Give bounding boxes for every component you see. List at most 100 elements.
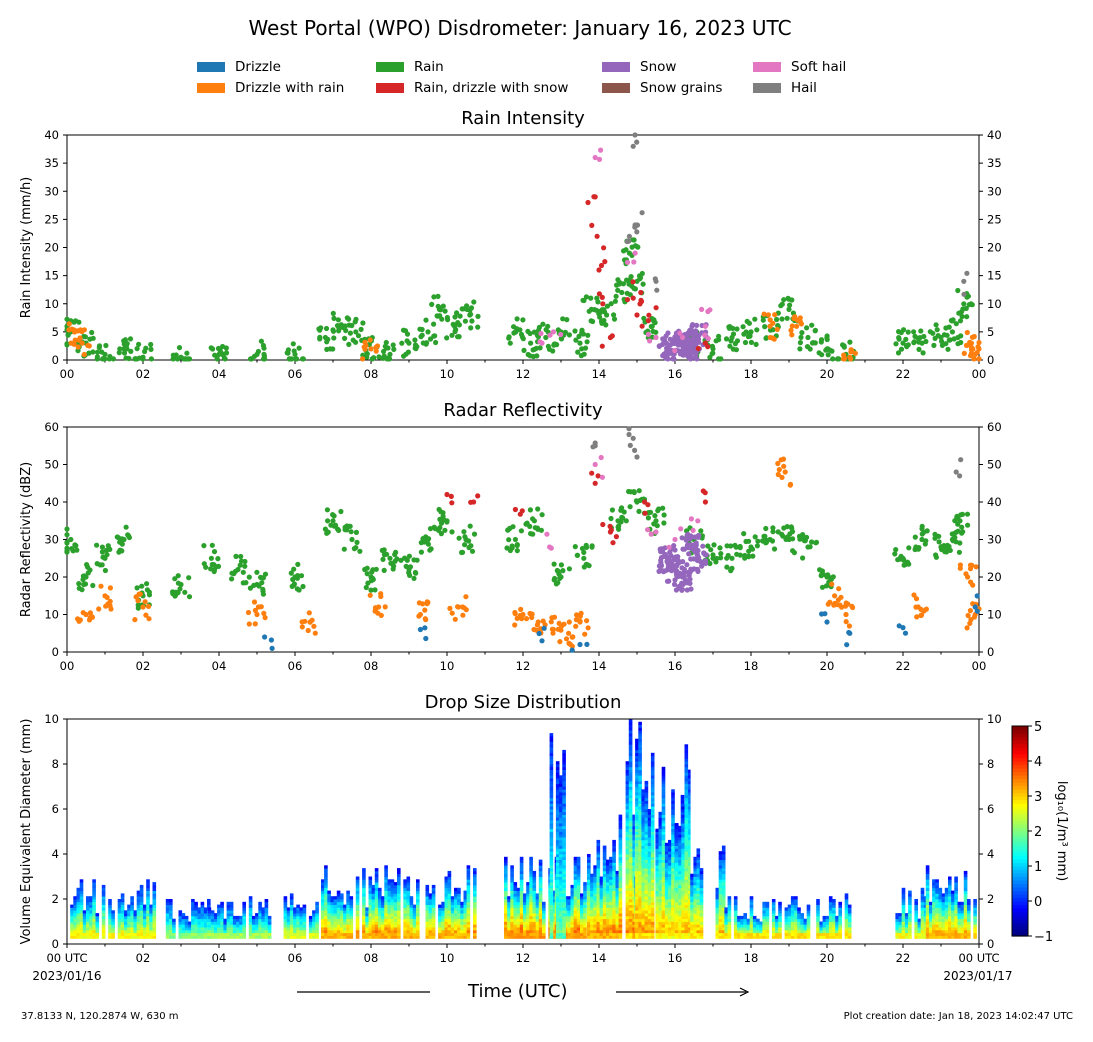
data-point	[220, 352, 226, 358]
y-tick-label: 30	[987, 533, 1002, 547]
data-point	[767, 327, 774, 333]
heatmap-cell	[529, 865, 533, 869]
heatmap-cell	[197, 935, 202, 939]
data-point	[630, 143, 636, 149]
heatmap-cell	[181, 935, 186, 939]
data-point	[958, 457, 964, 463]
heatmap-cell	[76, 921, 81, 925]
heatmap-cell	[606, 870, 610, 875]
heatmap-cell	[362, 921, 366, 925]
heatmap-cell	[618, 831, 623, 835]
data-point	[311, 623, 317, 629]
data-point	[671, 356, 677, 362]
heatmap-cell	[127, 921, 131, 925]
heatmap-cell	[428, 910, 433, 914]
heatmap-cell	[447, 884, 452, 889]
heatmap-cell	[523, 893, 527, 897]
heatmap-cell	[555, 775, 560, 779]
heatmap-cell	[523, 907, 527, 911]
heatmap-cell	[111, 927, 115, 931]
x-tick-label: 00	[60, 367, 75, 381]
heatmap-cell	[612, 935, 616, 939]
heatmap-cell	[596, 856, 601, 860]
heatmap-cell	[538, 868, 543, 872]
heatmap-cell	[519, 856, 524, 860]
heatmap-cell	[289, 927, 294, 931]
heatmap-cell	[593, 921, 597, 925]
heatmap-cell	[573, 862, 578, 866]
data-point	[843, 611, 849, 618]
heatmap-cell	[526, 924, 530, 928]
data-point	[330, 518, 336, 524]
heatmap-cell	[381, 913, 385, 917]
heatmap-cell	[406, 899, 411, 903]
heatmap-cell	[428, 904, 433, 908]
heatmap-cell	[381, 932, 385, 936]
heatmap-cell	[397, 935, 401, 939]
data-point	[579, 545, 586, 552]
heatmap-cell	[549, 761, 554, 765]
data-point	[72, 337, 78, 343]
heatmap-cell	[289, 932, 294, 936]
heatmap-cell	[457, 915, 461, 920]
heatmap-cell	[406, 910, 411, 914]
heatmap-cell	[143, 924, 147, 928]
heatmap-cell	[251, 935, 256, 939]
heatmap-cell	[562, 755, 566, 759]
heatmap-cell	[251, 927, 256, 931]
heatmap-cell	[454, 918, 458, 922]
heatmap-cell	[130, 915, 134, 920]
heatmap-cell	[286, 918, 291, 922]
heatmap-cell	[264, 899, 269, 903]
heatmap-cell	[302, 932, 307, 936]
heatmap-cell	[336, 924, 341, 928]
heatmap-cell	[529, 932, 533, 936]
heatmap-cell	[217, 915, 221, 920]
data-point	[455, 604, 461, 610]
heatmap-cell	[82, 913, 87, 917]
heatmap-cell	[406, 876, 411, 880]
heatmap-cell	[117, 932, 122, 936]
data-point	[512, 611, 518, 617]
data-point	[312, 630, 318, 636]
heatmap-cell	[625, 831, 630, 835]
data-point	[611, 316, 618, 322]
heatmap-cell	[555, 834, 560, 838]
data-point	[449, 610, 455, 616]
data-point	[380, 355, 386, 361]
data-point	[331, 513, 337, 519]
data-point	[948, 317, 955, 324]
heatmap-cell	[264, 913, 269, 917]
data-point	[520, 317, 526, 323]
heatmap-cell	[428, 893, 433, 897]
heatmap-cell	[283, 899, 288, 903]
heatmap-cell	[146, 879, 150, 883]
heatmap-cell	[378, 929, 382, 934]
heatmap-cell	[460, 915, 464, 920]
heatmap-cell	[321, 882, 325, 886]
heatmap-cell	[615, 921, 620, 925]
heatmap-cell	[596, 868, 601, 872]
heatmap-cell	[251, 932, 256, 936]
data-point	[789, 323, 795, 329]
heatmap-cell	[365, 910, 369, 914]
heatmap-cell	[321, 890, 325, 894]
heatmap-cell	[374, 893, 379, 897]
heatmap-cell	[631, 834, 635, 838]
heatmap-cell	[519, 907, 524, 911]
heatmap-cell	[127, 924, 131, 928]
data-point	[624, 259, 631, 265]
heatmap-cell	[127, 913, 131, 917]
heatmap-cell	[261, 929, 265, 934]
data-point	[514, 316, 520, 322]
heatmap-cell	[343, 907, 347, 911]
heatmap-cell	[447, 876, 452, 880]
data-point	[390, 342, 396, 348]
heatmap-cell	[349, 935, 354, 939]
heatmap-cell	[229, 907, 234, 911]
heatmap-cell	[535, 915, 540, 920]
data-point	[336, 328, 342, 334]
heatmap-cell	[447, 935, 452, 939]
heatmap-cell	[559, 862, 563, 866]
heatmap-cell	[302, 921, 307, 925]
